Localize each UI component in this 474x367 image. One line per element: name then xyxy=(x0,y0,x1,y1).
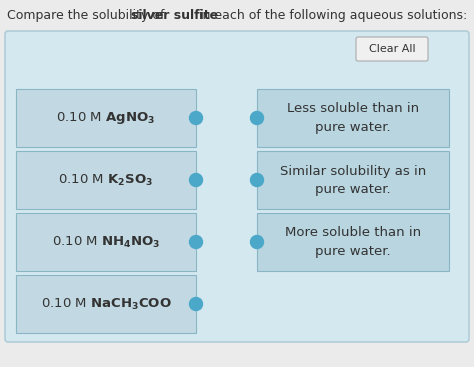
Text: 0.10 M $\mathbf{NaCH_3COO}$: 0.10 M $\mathbf{NaCH_3COO}$ xyxy=(41,297,172,312)
FancyBboxPatch shape xyxy=(5,31,469,342)
FancyBboxPatch shape xyxy=(257,89,449,147)
Text: 0.10 M $\mathbf{K_2SO_3}$: 0.10 M $\mathbf{K_2SO_3}$ xyxy=(58,172,154,188)
Circle shape xyxy=(250,112,264,124)
FancyBboxPatch shape xyxy=(16,89,196,147)
Circle shape xyxy=(190,112,202,124)
FancyBboxPatch shape xyxy=(257,151,449,209)
FancyBboxPatch shape xyxy=(356,37,428,61)
FancyBboxPatch shape xyxy=(16,275,196,333)
Text: Similar solubility as in
pure water.: Similar solubility as in pure water. xyxy=(280,164,426,196)
FancyBboxPatch shape xyxy=(16,151,196,209)
Text: 0.10 M $\mathbf{AgNO_3}$: 0.10 M $\mathbf{AgNO_3}$ xyxy=(56,110,155,126)
Circle shape xyxy=(250,174,264,186)
Circle shape xyxy=(190,298,202,310)
Text: Compare the solubility of: Compare the solubility of xyxy=(7,9,169,22)
Text: in each of the following aqueous solutions:: in each of the following aqueous solutio… xyxy=(195,9,467,22)
Text: 0.10 M $\mathbf{NH_4NO_3}$: 0.10 M $\mathbf{NH_4NO_3}$ xyxy=(52,235,160,250)
Circle shape xyxy=(250,236,264,248)
Circle shape xyxy=(190,174,202,186)
Text: Less soluble than in
pure water.: Less soluble than in pure water. xyxy=(287,102,419,134)
FancyBboxPatch shape xyxy=(16,213,196,271)
Text: silver sulfite: silver sulfite xyxy=(131,9,219,22)
Text: Clear All: Clear All xyxy=(369,44,415,54)
Text: More soluble than in
pure water.: More soluble than in pure water. xyxy=(285,226,421,258)
FancyBboxPatch shape xyxy=(257,213,449,271)
Circle shape xyxy=(190,236,202,248)
